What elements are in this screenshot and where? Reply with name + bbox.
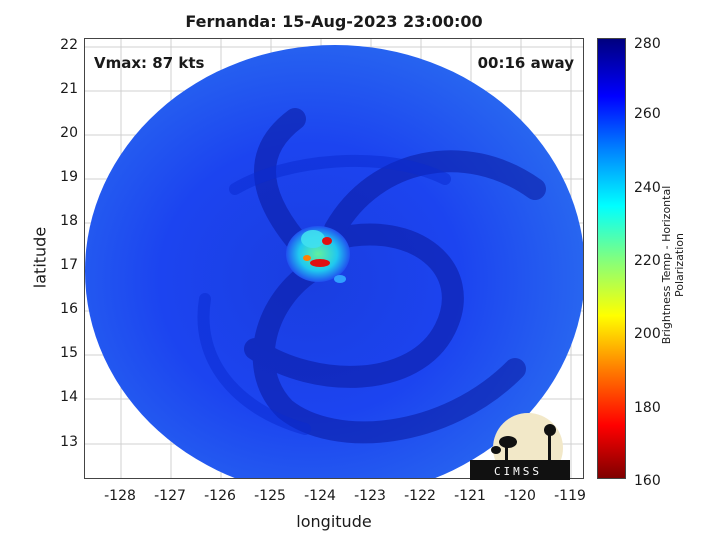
cimss-logo: CIMSS — [470, 410, 580, 483]
satellite-image — [85, 39, 583, 478]
x-tick: -122 — [404, 488, 436, 504]
x-tick: -119 — [554, 488, 586, 504]
colorbar-label: Brightness Temp - Horizontal Polarizatio… — [660, 185, 686, 345]
x-tick: -128 — [104, 488, 136, 504]
y-tick: 19 — [60, 169, 78, 185]
colorbar-tick: 160 — [634, 473, 661, 489]
x-tick: -126 — [204, 488, 236, 504]
y-tick: 21 — [60, 81, 78, 97]
colorbar-tick: 180 — [634, 400, 661, 416]
y-tick: 13 — [60, 434, 78, 450]
x-tick: -124 — [304, 488, 336, 504]
chart-title: Fernanda: 15-Aug-2023 23:00:00 — [185, 12, 483, 31]
colorbar-tick: 240 — [634, 180, 661, 196]
y-tick: 17 — [60, 257, 78, 273]
y-tick: 20 — [60, 125, 78, 141]
colorbar-tick: 220 — [634, 253, 661, 269]
colorbar-tick: 200 — [634, 326, 661, 342]
colorbar-tick: 260 — [634, 106, 661, 122]
y-tick: 14 — [60, 389, 78, 405]
x-tick: -125 — [254, 488, 286, 504]
x-tick: -121 — [454, 488, 486, 504]
y-axis-label: latitude — [30, 226, 50, 289]
colorbar-tick: 280 — [634, 36, 661, 52]
x-tick: -120 — [504, 488, 536, 504]
time-away-label: 00:16 away — [477, 54, 574, 72]
plot-area: Vmax: 87 kts 00:16 away — [84, 38, 584, 479]
y-tick: 22 — [60, 37, 78, 53]
vmax-label: Vmax: 87 kts — [94, 54, 205, 72]
x-tick: -123 — [354, 488, 386, 504]
logo-text: CIMSS — [494, 465, 542, 478]
y-tick: 15 — [60, 345, 78, 361]
y-tick: 16 — [60, 301, 78, 317]
x-tick: -127 — [154, 488, 186, 504]
colorbar — [597, 38, 626, 479]
x-axis-label: longitude — [296, 512, 372, 531]
y-tick: 18 — [60, 213, 78, 229]
